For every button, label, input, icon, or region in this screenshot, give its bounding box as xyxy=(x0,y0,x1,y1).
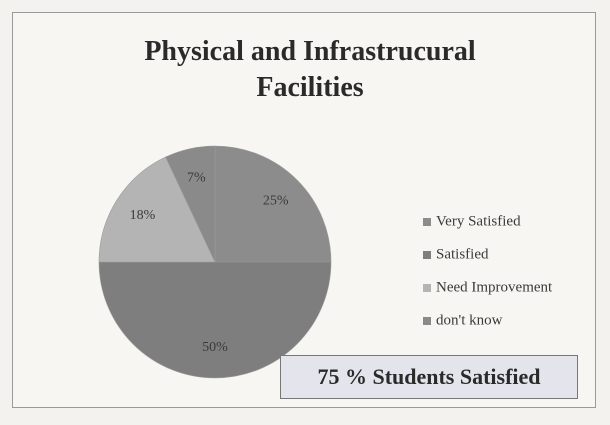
legend-label: Satisfied xyxy=(436,246,489,262)
legend-marker xyxy=(423,317,431,325)
chart-title: Physical and Infrastrucural Facilities xyxy=(144,36,476,103)
legend-marker xyxy=(423,218,431,226)
slice-label: 50% xyxy=(202,340,228,355)
pie-slice xyxy=(165,145,216,263)
legend-marker xyxy=(423,251,431,259)
legend-label: Need Improvement xyxy=(436,279,553,295)
legend-label: don't know xyxy=(436,312,503,328)
slice-label: 18% xyxy=(130,208,156,223)
annotation: 75 % Students Satisfied xyxy=(280,355,578,399)
legend-marker xyxy=(423,284,431,292)
slice-label: 7% xyxy=(187,170,206,185)
pie-slice xyxy=(98,261,332,379)
legend-label: Very Satisfied xyxy=(436,213,521,229)
pie-slice xyxy=(98,156,216,263)
pie-slice xyxy=(214,145,332,263)
slice-label: 25% xyxy=(263,194,289,209)
